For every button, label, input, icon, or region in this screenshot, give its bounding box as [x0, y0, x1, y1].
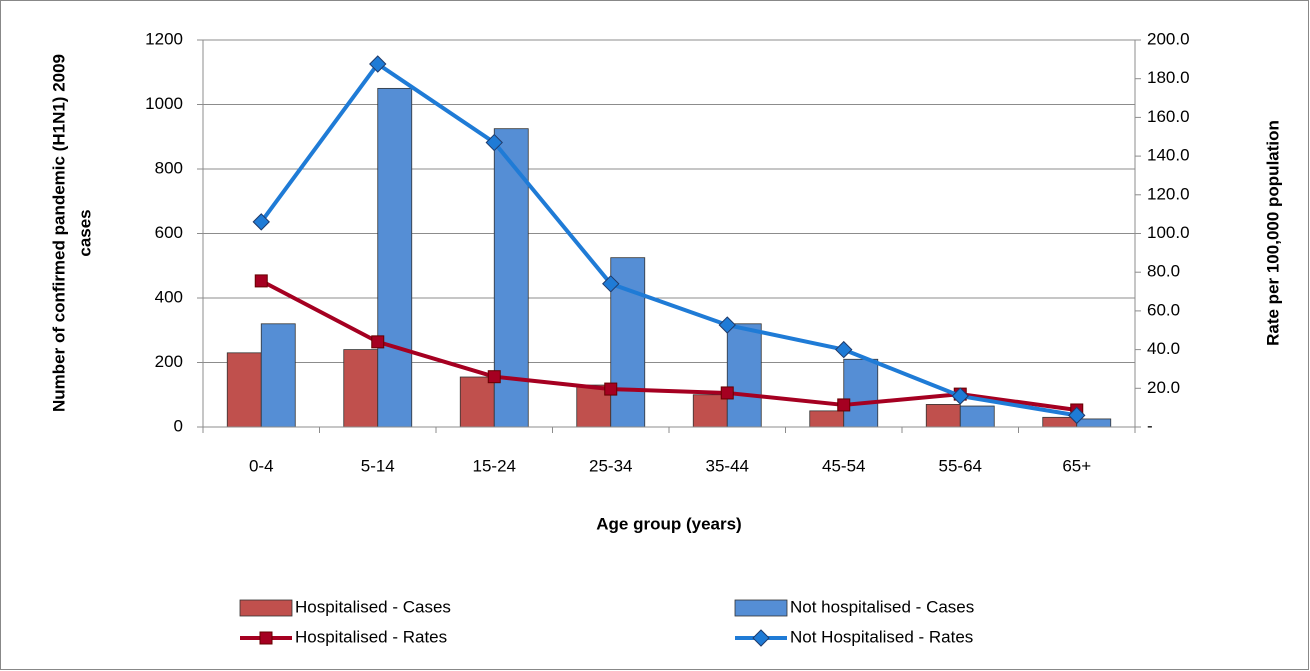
- marker: [604, 382, 618, 396]
- x-tick-label: 45-54: [822, 456, 865, 475]
- legend-marker: [752, 629, 770, 647]
- y2-tick-label: 60.0: [1147, 300, 1180, 319]
- y-axis-title: cases: [75, 209, 94, 256]
- y2-tick-label: 20.0: [1147, 378, 1180, 397]
- bar: [377, 87, 413, 428]
- y-tick-label: 0: [174, 416, 183, 435]
- y2-tick-label: -: [1147, 416, 1153, 435]
- bar: [843, 358, 879, 428]
- y2-tick-label: 120.0: [1147, 184, 1190, 203]
- y2-axis-title: Rate per 100,000 population: [1263, 120, 1282, 346]
- marker: [485, 133, 503, 152]
- legend-label: Hospitalised - Rates: [295, 627, 447, 646]
- marker: [1068, 406, 1086, 425]
- marker: [718, 316, 736, 334]
- x-tick-label: 35-44: [706, 456, 749, 475]
- line: [259, 61, 1078, 418]
- x-tick-label: 0-4: [249, 456, 274, 475]
- y2-tick-label: 40.0: [1147, 339, 1180, 358]
- marker: [487, 370, 501, 384]
- marker: [252, 213, 270, 231]
- bar: [809, 410, 845, 428]
- bar: [726, 323, 762, 428]
- marker: [951, 387, 969, 405]
- bar: [459, 376, 495, 428]
- y-tick-label: 1000: [145, 94, 183, 113]
- y2-tick-label: 140.0: [1147, 146, 1190, 165]
- bar: [925, 404, 961, 428]
- y2-tick-label: 200.0: [1147, 29, 1190, 48]
- legend-label: Not hospitalised - Cases: [790, 597, 974, 616]
- x-tick-label: 55-64: [939, 456, 982, 475]
- y-axis-title: Number of confirmed pandemic (H1N1) 2009: [49, 54, 68, 412]
- bar: [260, 323, 296, 428]
- bar: [692, 394, 728, 428]
- marker: [835, 340, 853, 359]
- y-tick-label: 1200: [145, 29, 183, 48]
- y-tick-label: 200: [155, 352, 183, 371]
- marker: [602, 275, 620, 293]
- marker: [720, 386, 734, 400]
- x-tick-label: 15-24: [473, 456, 516, 475]
- y2-tick-label: 160.0: [1147, 107, 1190, 126]
- bar: [959, 405, 995, 428]
- x-axis-title: Age group (years): [596, 514, 741, 533]
- marker: [369, 55, 387, 73]
- legend-swatch: [734, 599, 788, 617]
- y2-tick-label: 100.0: [1147, 223, 1190, 242]
- x-tick-label: 25-34: [589, 456, 632, 475]
- y-tick-label: 800: [155, 158, 183, 177]
- x-tick-label: 5-14: [361, 456, 395, 475]
- legend-label: Not Hospitalised - Rates: [790, 627, 973, 646]
- marker: [371, 335, 385, 349]
- x-tick-label: 65+: [1062, 456, 1091, 475]
- marker: [837, 398, 851, 412]
- y-tick-label: 400: [155, 287, 183, 306]
- line: [260, 279, 1078, 412]
- legend-marker: [259, 631, 273, 645]
- legend-swatch: [239, 599, 293, 617]
- y2-tick-label: 180.0: [1147, 68, 1190, 87]
- bar: [343, 349, 379, 428]
- bar: [1076, 418, 1112, 428]
- y2-tick-label: 80.0: [1147, 262, 1180, 281]
- legend-label: Hospitalised - Cases: [295, 597, 451, 616]
- bar: [226, 352, 262, 428]
- y-tick-label: 600: [155, 223, 183, 242]
- marker: [254, 274, 268, 288]
